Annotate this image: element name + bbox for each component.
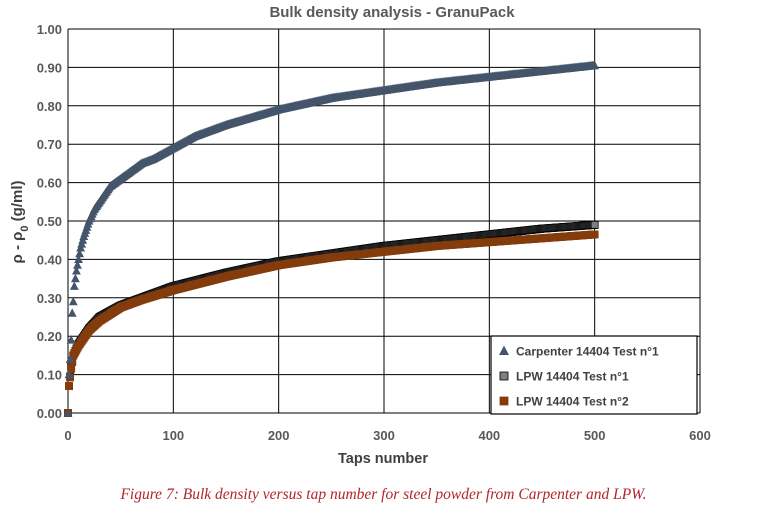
data-point xyxy=(75,248,84,258)
legend: Carpenter 14404 Test n°1 LPW 14404 Test n… xyxy=(490,335,698,415)
y-tick-label: 0.40 xyxy=(37,252,62,267)
data-series xyxy=(63,60,600,417)
legend-label: LPW 14404 Test n°2 xyxy=(516,395,629,409)
legend-label: Carpenter 14404 Test n°1 xyxy=(516,345,659,359)
data-point xyxy=(63,408,73,417)
x-tick-label: 300 xyxy=(373,428,395,443)
bulk-density-chart: Bulk density analysis - GranuPack 0.000.… xyxy=(9,4,711,467)
legend-box xyxy=(490,335,698,415)
legend-marker xyxy=(499,396,509,406)
legend-label: LPW 14404 Test n°1 xyxy=(516,370,629,384)
x-tick-label: 100 xyxy=(162,428,184,443)
chart-title: Bulk density analysis - GranuPack xyxy=(269,4,515,21)
x-axis-tick-labels: 0 100 200 300 400 500 600 xyxy=(64,428,710,443)
data-point xyxy=(590,220,599,229)
x-tick-label: 600 xyxy=(689,428,711,443)
data-point xyxy=(69,281,79,290)
y-tick-label: 0.50 xyxy=(37,214,62,229)
x-tick-label: 0 xyxy=(64,428,71,443)
y-axis-label-unit: (g/ml) xyxy=(9,180,26,225)
data-point xyxy=(72,266,81,275)
y-tick-label: 0.00 xyxy=(37,406,62,421)
y-tick-label: 0.90 xyxy=(37,60,62,75)
x-tick-label: 500 xyxy=(584,428,606,443)
x-tick-label: 400 xyxy=(478,428,500,443)
data-point xyxy=(590,60,600,70)
figure-caption: Figure 7: Bulk density versus tap number… xyxy=(120,486,647,503)
y-tick-label: 1.00 xyxy=(37,22,62,37)
data-point xyxy=(65,354,75,363)
data-point xyxy=(68,296,78,306)
data-point xyxy=(590,230,599,239)
legend-marker xyxy=(499,371,509,381)
y-tick-label: 0.70 xyxy=(37,137,62,152)
series-1 xyxy=(63,60,600,417)
data-point xyxy=(66,335,76,344)
data-point xyxy=(70,273,80,283)
y-axis-tick-labels: 0.00 0.10 0.20 0.30 0.40 0.50 0.60 0.70 0.80 0.90… xyxy=(37,22,62,421)
y-tick-label: 0.10 xyxy=(37,368,62,383)
y-axis-label: ρ - ρ0 (g/ml) xyxy=(9,180,31,263)
y-tick-label: 0.80 xyxy=(37,99,62,114)
legend-marker xyxy=(499,345,509,356)
data-point xyxy=(64,369,74,379)
data-point xyxy=(73,260,82,269)
data-point xyxy=(74,254,83,263)
y-tick-label: 0.60 xyxy=(37,176,62,191)
y-tick-label: 0.20 xyxy=(37,329,62,344)
x-axis-label: Taps number xyxy=(338,451,428,467)
grid-lines xyxy=(67,28,701,414)
data-point xyxy=(65,382,73,391)
y-axis-label-main: ρ - ρ xyxy=(9,232,26,264)
series-3 xyxy=(64,230,599,417)
y-axis-label-subscript: 0 xyxy=(19,225,31,231)
data-point xyxy=(67,308,77,317)
x-tick-label: 200 xyxy=(268,428,290,443)
legend-entries: Carpenter 14404 Test n°1 LPW 14404 Test n… xyxy=(499,345,659,409)
y-tick-label: 0.30 xyxy=(37,291,62,306)
